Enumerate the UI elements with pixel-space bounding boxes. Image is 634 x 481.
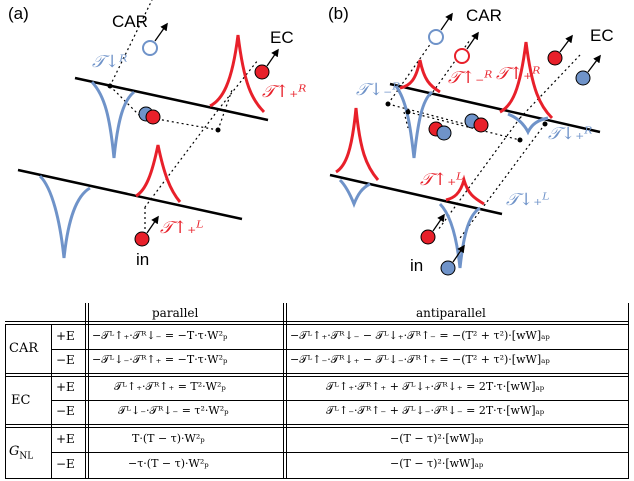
t-r-up-minus-label-b: 𝒯↑₋ᴿ xyxy=(448,68,493,88)
t-l-up-plus-label-a: 𝒯↑₊ᴸ xyxy=(160,218,204,238)
panel-b-label: (b) xyxy=(328,4,349,23)
junction-dot xyxy=(215,127,221,133)
panel-a xyxy=(17,0,279,259)
hole-red-car xyxy=(454,48,470,64)
dos-red-left-b-right xyxy=(445,174,485,206)
electron-blue-ec xyxy=(575,70,591,86)
junction-dot xyxy=(405,109,411,115)
junction-dot xyxy=(107,83,113,89)
arrow-ec-b xyxy=(559,34,573,53)
ec-label-a: EC xyxy=(270,28,294,47)
col-header-parallel: parallel xyxy=(152,306,199,320)
dos-blue-right-b-right xyxy=(507,112,549,136)
panel-a-label: (a) xyxy=(8,4,29,23)
row-sign: −E xyxy=(56,353,75,367)
arrow-car-b-2 xyxy=(466,31,479,50)
dos-red-right-b-left xyxy=(399,59,441,94)
t-r-down-label-a: 𝒯↓ᴿ xyxy=(92,52,128,72)
electron-red-ec xyxy=(547,50,563,66)
t-l-up-plus-label-b: 𝒯↑₊ᴸ xyxy=(420,170,464,190)
electron-red-in xyxy=(134,231,150,247)
t-r-down-plus-label-b: 𝒯↓₊ᴿ xyxy=(548,124,593,144)
arrow-ec-b-2 xyxy=(587,54,601,73)
lead-left-b xyxy=(329,173,503,216)
group-label-ec: EC xyxy=(11,393,31,408)
cell-antiparallel: −(T − τ)²·[wW]ₐₚ xyxy=(390,432,484,445)
t-r-up-plus-label-b: 𝒯↑₊ᴿ xyxy=(496,64,541,84)
electron-red xyxy=(473,117,489,133)
electron-red-in xyxy=(420,229,436,245)
t-l-down-plus-label-b: 𝒯↓₊ᴸ xyxy=(506,190,550,210)
cell-parallel: −𝒯ᴸ↓₋·𝒯ᴿ↑₊ = −T·τ·W²ₚ xyxy=(92,353,228,366)
dos-blue-right-b-left xyxy=(394,85,434,159)
hole-blue-car xyxy=(428,29,444,45)
schematic-diagram xyxy=(17,0,601,276)
electron-red-ec xyxy=(254,64,270,80)
arrow-in-b-2 xyxy=(452,244,465,263)
group-label-car: CAR xyxy=(9,341,39,356)
lead-right-b xyxy=(389,82,601,134)
dos-blue-left-a xyxy=(38,174,91,259)
electron-blue xyxy=(436,125,452,141)
car-label-a: CAR xyxy=(112,12,148,31)
ec-label-b: EC xyxy=(590,26,614,45)
t-r-down-minus-label-b: 𝒯↓₋ᴿ xyxy=(356,80,401,100)
dotted-guides-a xyxy=(109,0,259,230)
row-sign: +E xyxy=(56,432,75,446)
hole-blue-car xyxy=(142,40,158,56)
electron-red xyxy=(145,109,161,125)
row-sign: −E xyxy=(56,404,75,418)
in-label-b: in xyxy=(410,256,424,275)
cell-antiparallel: 𝒯ᴸ↑₋·𝒯ᴿ↑₋ + 𝒯ᴸ↓₋·𝒯ᴿ↓₋ = 2T·τ·[wW]ₐₚ xyxy=(326,404,545,417)
cell-parallel: −τ·(T − τ)·W²ₚ xyxy=(128,457,209,470)
lead-right-a xyxy=(74,76,269,122)
cell-antiparallel: −𝒯ᴸ↑₊·𝒯ᴿ↓₋ − 𝒯ᴸ↓₊·𝒯ᴿ↑₋ = −(T² + τ²)·[wW]… xyxy=(290,329,550,342)
junction-dot xyxy=(542,121,548,127)
in-label-a: in xyxy=(136,250,150,269)
row-sign: −E xyxy=(56,457,75,471)
junction-dot xyxy=(517,137,523,143)
row-sign: +E xyxy=(56,329,75,343)
dos-blue-left-b xyxy=(338,178,371,209)
comparison-table xyxy=(5,303,629,479)
cell-parallel: T·(T − τ)·W²ₚ xyxy=(132,432,205,445)
cell-parallel: 𝒯ᴸ↓₋·𝒯ᴿ↓₋ = τ²·W²ₚ xyxy=(118,404,229,417)
car-label-b: CAR xyxy=(466,6,502,25)
dos-blue-left-b-right xyxy=(438,202,481,269)
lead-left-a xyxy=(17,168,243,221)
dos-red-right-b-right xyxy=(499,41,554,120)
cell-antiparallel: 𝒯ᴸ↑₊·𝒯ᴿ↑₊ + 𝒯ᴸ↓₊·𝒯ᴿ↓₊ = 2T·τ·[wW]ₐₚ xyxy=(326,380,545,393)
cell-parallel: 𝒯ᴸ↑₊·𝒯ᴿ↑₊ = T²·W²ₚ xyxy=(114,380,226,393)
col-header-antiparallel: antiparallel xyxy=(416,306,486,320)
arrow-in-a xyxy=(146,215,159,234)
dotted-guides-b xyxy=(387,35,581,239)
dos-blue-right-a xyxy=(90,80,136,159)
group-label-gnl: GNL xyxy=(9,444,34,462)
electron-blue-in xyxy=(440,260,456,276)
dos-red-left-a xyxy=(135,144,182,203)
t-r-up-plus-label-a: 𝒯↑₊ᴿ xyxy=(262,82,307,102)
junction-dot xyxy=(385,101,391,107)
panel-b xyxy=(329,12,601,276)
arrow-car-b xyxy=(440,12,453,31)
dos-red-right-a xyxy=(209,34,266,114)
cell-antiparallel: −𝒯ᴸ↑₋·𝒯ᴿ↓₊ − 𝒯ᴸ↓₋·𝒯ᴿ↑₊ = −(T² + τ²)·[wW]… xyxy=(290,353,550,366)
cell-parallel: −𝒯ᴸ↑₊·𝒯ᴿ↓₋ = −T·τ·W²ₚ xyxy=(92,329,228,342)
dos-red-left-b xyxy=(335,107,380,181)
row-sign: +E xyxy=(56,380,75,394)
arrow-in-b xyxy=(432,213,445,232)
cell-antiparallel: −(T − τ)²·[wW]ₐₚ xyxy=(390,457,484,470)
arrow-ec-a xyxy=(266,48,279,67)
arrow-car-a xyxy=(154,22,168,42)
